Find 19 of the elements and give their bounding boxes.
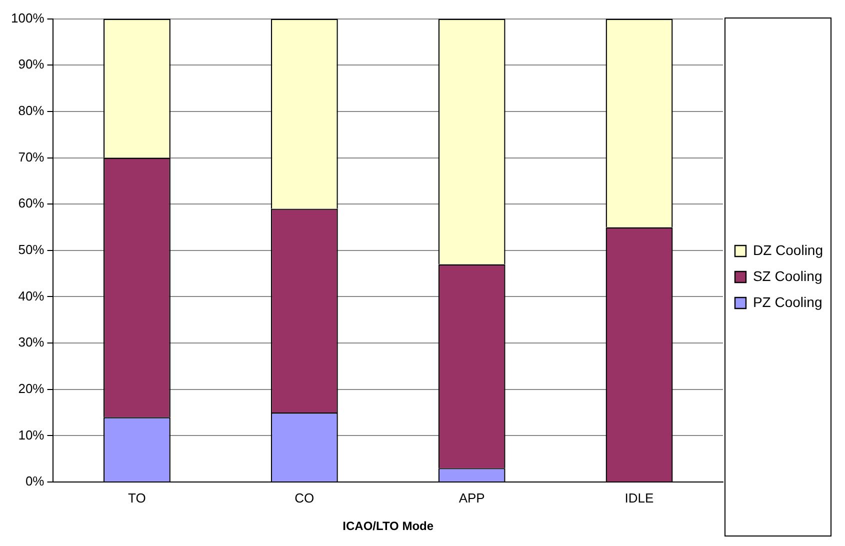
y-tick-label: 70%	[18, 149, 45, 164]
y-tick-label: 40%	[18, 288, 45, 304]
x-tick-label: APP	[458, 490, 485, 506]
legend-label: SZ Cooling	[752, 268, 822, 284]
y-tick-label: 20%	[18, 380, 45, 396]
x-tick-label: TO	[128, 490, 146, 506]
y-tick-label: 30%	[18, 334, 45, 350]
x-tick-label: IDLE	[624, 490, 654, 506]
x-axis-title: ICAO/LTO Mode	[342, 519, 434, 534]
y-tick-label: 60%	[18, 196, 45, 211]
y-tick-label: 100%	[11, 10, 45, 26]
y-tick-label: 80%	[18, 103, 45, 118]
y-tick-label: 50%	[18, 242, 45, 257]
legend-label: PZ Cooling	[752, 294, 822, 310]
y-tick-label: 90%	[18, 56, 45, 72]
y-tick-label: 0%	[25, 474, 45, 489]
legend-label: DZ Cooling	[752, 242, 824, 258]
x-tick-label: CO	[294, 490, 314, 506]
y-tick-label: 10%	[18, 427, 45, 442]
